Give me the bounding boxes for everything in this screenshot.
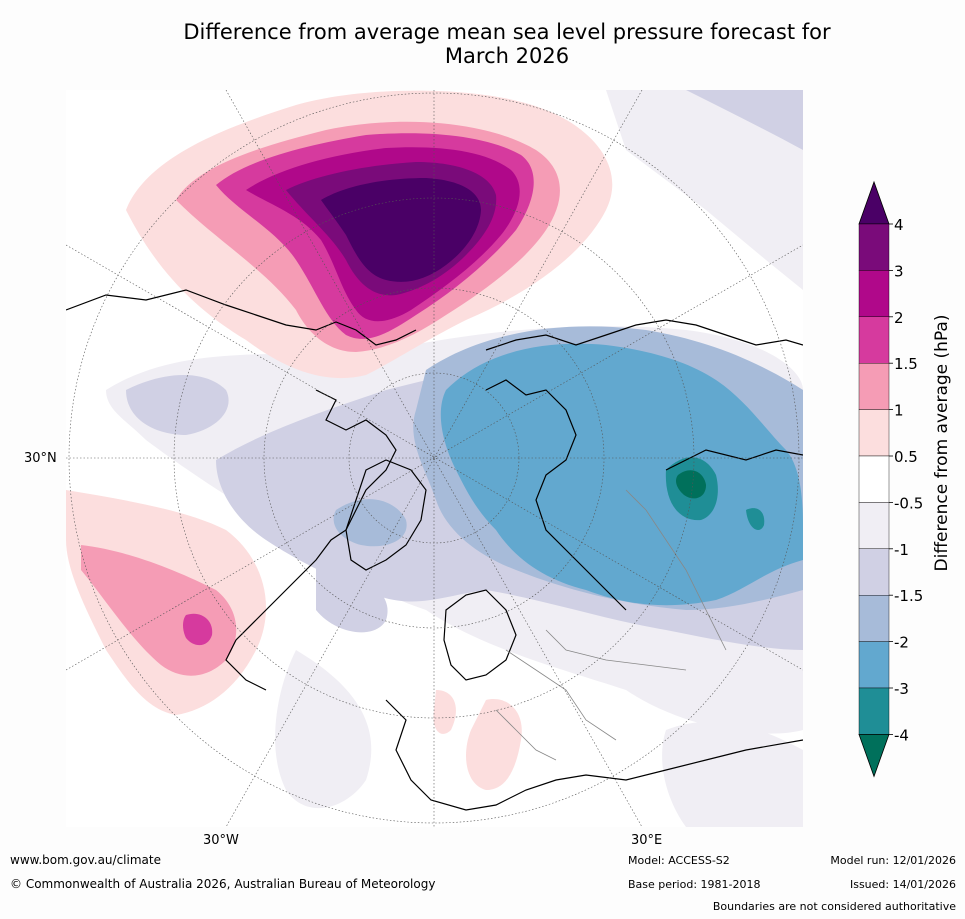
footer-copyright: © Commonwealth of Australia 2026, Austra… [10, 877, 436, 891]
footer-url[interactable]: www.bom.gov.au/climate [10, 853, 161, 867]
colorbar-tick-label: -1.5 [894, 587, 923, 605]
colorbar-band [858, 687, 890, 735]
colorbar: 4 3 2 1.5 1 0.5 -0.5 -1 -1.5 -2 -3 -4 Difference fr… [858, 180, 952, 778]
longitude-label-30e: 30°E [631, 833, 663, 848]
colorbar-tick-label: 0.5 [894, 448, 918, 466]
pressure-anomaly-map [66, 90, 803, 827]
anomaly-fill-neg-2 [440, 343, 803, 606]
footer-model: Model: ACCESS-S2 [628, 854, 730, 867]
colorbar-band [858, 223, 890, 271]
graticule [66, 90, 803, 827]
colorbar-band [858, 270, 890, 318]
colorbar-tick-label: 1 [894, 402, 904, 420]
title-line-1: Difference from average mean sea level p… [183, 20, 831, 44]
colorbar-tick-label: -3 [894, 680, 909, 698]
anomaly-fill-pos-4 [321, 178, 481, 282]
title-line-2: March 2026 [444, 44, 570, 68]
colorbar-tick-label: 1.5 [894, 355, 918, 373]
latitude-label-30n: 30°N [24, 451, 57, 466]
colorbar-band [858, 316, 890, 364]
longitude-label-30w: 30°W [203, 833, 239, 848]
footer-issued: Issued: 14/01/2026 [849, 878, 956, 891]
colorbar-extend-top [858, 180, 890, 225]
colorbar-tick-label: -1 [894, 541, 909, 559]
colorbar-tick-label: -0.5 [894, 494, 923, 512]
colorbar-tick-labels: 4 3 2 1.5 1 0.5 -0.5 -1 -1.5 -2 -3 -4 [889, 216, 923, 744]
coastlines [66, 289, 803, 811]
country-borders [495, 489, 727, 761]
colorbar-band [858, 502, 890, 549]
anomaly-fill-neg-4 [676, 470, 706, 499]
colorbar-band [858, 595, 890, 642]
footer-base-period: Base period: 1981-2018 [628, 878, 761, 891]
colorbar-band [858, 455, 890, 503]
colorbar-tick-label: 2 [894, 309, 904, 327]
colorbar-label: Difference from average (hPa) [932, 315, 952, 572]
colorbar-tick-label: 3 [894, 262, 904, 280]
colorbar-segments [858, 180, 890, 778]
colorbar-extend-bottom [858, 734, 890, 778]
footer-disclaimer: Boundaries are not considered authoritat… [712, 900, 956, 913]
colorbar-tick-label: 4 [894, 216, 904, 234]
colorbar-tick-label: -4 [894, 726, 909, 744]
footer-model-run: Model run: 12/01/2026 [830, 854, 956, 867]
colorbar-tick-label: -2 [894, 634, 909, 652]
colorbar-band [858, 548, 890, 596]
colorbar-band [858, 641, 890, 689]
colorbar-band [858, 409, 890, 457]
colorbar-band [858, 362, 890, 410]
chart-title: Difference from average mean sea level p… [0, 20, 965, 68]
